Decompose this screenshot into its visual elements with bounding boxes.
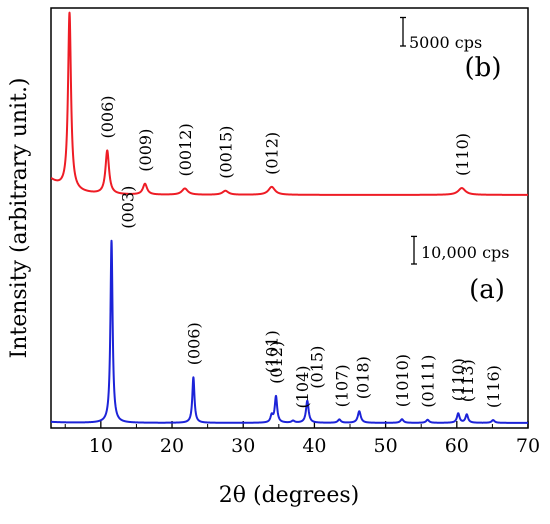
scale-bar-label: 10,000 cps xyxy=(421,243,509,262)
peak-label: (0111) xyxy=(419,355,438,408)
peak-label: (101) xyxy=(263,330,282,373)
peak-label: (116) xyxy=(484,365,503,408)
peak-label: (012) xyxy=(263,132,282,175)
peak-labels: (003) (006) (009) (0012) (0015) (012) (110) (00… xyxy=(61,0,504,409)
series-layer xyxy=(51,11,528,424)
peak-label: (018) xyxy=(353,356,372,399)
series-line xyxy=(51,239,528,424)
y-axis-label: Intensity (arbitrary unit.) xyxy=(7,77,32,358)
panel-label: (b) xyxy=(465,53,502,83)
peak-label: (012) xyxy=(267,341,286,384)
peak-label: (003) xyxy=(119,186,138,229)
peak-label: (1010) xyxy=(393,354,412,407)
panel-annotations: (b)5000 cps (a) 10,000 cps xyxy=(400,16,509,305)
peak-label: (110) xyxy=(449,358,468,401)
x-axis-ticks: 10 20 30 40 50 60 70 xyxy=(64,421,540,457)
x-tick-label: 50 xyxy=(374,435,398,457)
x-tick-label: 70 xyxy=(516,435,540,457)
panel-label: (a) xyxy=(469,275,505,305)
x-tick-label: 10 xyxy=(89,435,113,457)
peak-label: (0015) xyxy=(216,126,235,179)
x-tick-label: 40 xyxy=(302,435,326,457)
peak-label: (107) xyxy=(332,364,351,407)
peak-label: (006) xyxy=(184,322,203,365)
scale-bar-label: 5000 cps xyxy=(409,33,482,52)
peak-label: (009) xyxy=(136,129,155,172)
peak-label: (110) xyxy=(453,133,472,176)
peak-label: (006) xyxy=(98,95,117,138)
peak-label: (0012) xyxy=(176,123,195,176)
plot-frame xyxy=(50,7,529,429)
peak-label: (104) xyxy=(293,365,312,408)
x-tick-label: 30 xyxy=(231,435,255,457)
peak-label: (113) xyxy=(458,359,477,402)
x-tick-label: 20 xyxy=(160,435,184,457)
series-line xyxy=(51,11,528,196)
x-axis-label: 2θ (degrees) xyxy=(219,483,359,508)
peak-label: (003) xyxy=(61,0,80,1)
x-tick-label: 60 xyxy=(445,435,469,457)
peak-label: (015) xyxy=(307,346,326,389)
